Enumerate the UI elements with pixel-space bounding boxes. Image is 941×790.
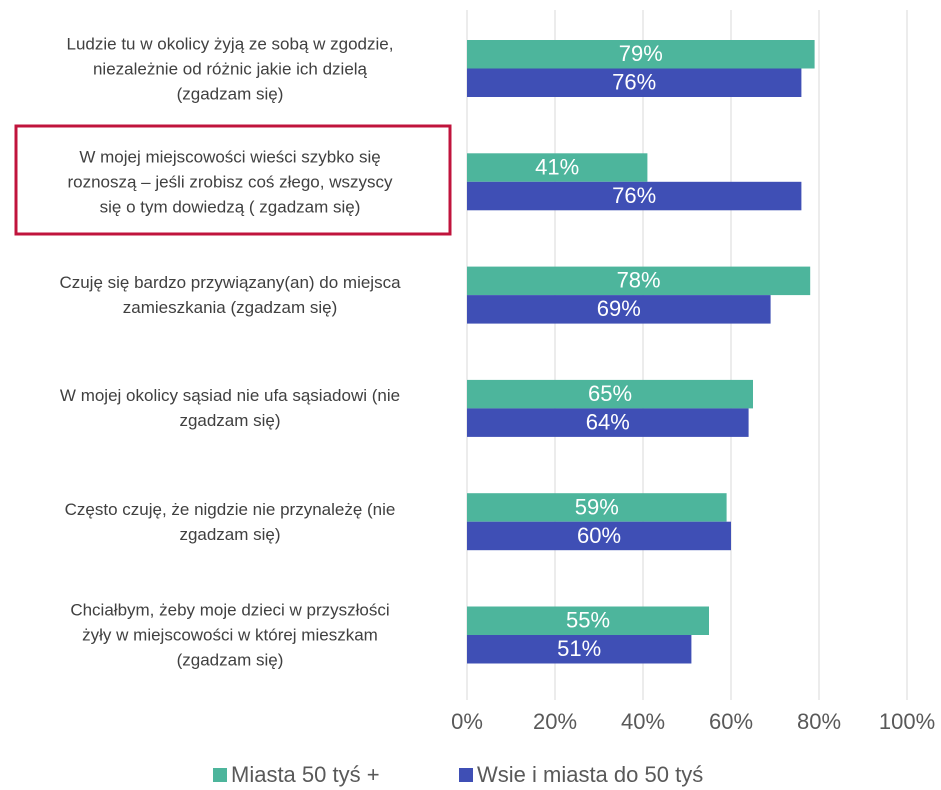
category-label: W mojej miejscowości wieści szybko się r… (67, 147, 393, 217)
category-label: Często czuję, że nigdzie nie przynależę … (64, 499, 396, 544)
value-label: 55% (566, 608, 610, 633)
value-label: 69% (597, 296, 641, 321)
value-label: 59% (575, 494, 619, 519)
x-tick-label: 60% (709, 709, 753, 734)
value-label: 51% (557, 636, 601, 661)
bar (467, 68, 802, 97)
legend-swatch (459, 768, 473, 782)
x-tick-label: 40% (621, 709, 665, 734)
bar (467, 266, 811, 296)
value-label: 64% (586, 409, 630, 434)
bar (467, 493, 727, 522)
value-label: 79% (619, 41, 663, 66)
bar (467, 521, 731, 551)
x-tick-label: 100% (879, 709, 935, 734)
x-tick-label: 20% (533, 709, 577, 734)
bar (467, 635, 692, 664)
category-label: Chciałbym, żeby moje dzieci w przyszłośc… (70, 600, 390, 670)
bar (467, 181, 802, 211)
value-label: 41% (535, 154, 579, 179)
value-label: 76% (612, 183, 656, 208)
bar (467, 295, 771, 324)
category-label: Czuję się bardzo przywiązany(an) do miej… (59, 273, 401, 318)
x-tick-label: 0% (451, 709, 483, 734)
value-label: 78% (617, 268, 661, 293)
legend-swatch (213, 768, 227, 782)
legend-label: Miasta 50 tyś + (231, 762, 380, 787)
category-label: Ludzie tu w okolicy żyją ze sobą w zgodz… (66, 34, 394, 103)
bar (467, 606, 709, 635)
category-label: W mojej okolicy sąsiad nie ufa sąsiadowi… (59, 386, 401, 431)
highlight-box (14, 124, 452, 236)
bar (467, 408, 749, 437)
legend-label: Wsie i miasta do 50 tyś (477, 762, 703, 787)
value-label: 60% (577, 523, 621, 548)
bar (467, 379, 753, 409)
bar (467, 153, 648, 182)
value-label: 65% (588, 381, 632, 406)
value-label: 76% (612, 70, 656, 95)
bar (467, 40, 815, 69)
x-tick-label: 80% (797, 709, 841, 734)
